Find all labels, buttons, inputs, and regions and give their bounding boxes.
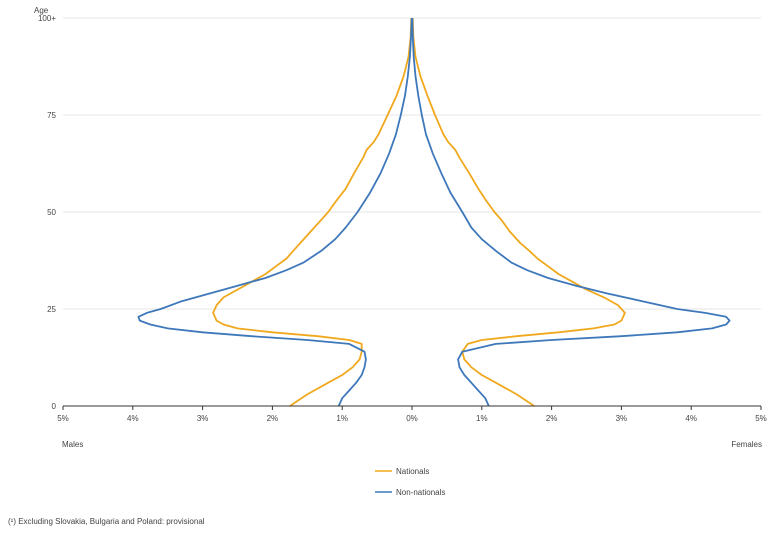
y-axis-title: Age	[34, 6, 49, 15]
x-tick-label: 5%	[755, 414, 767, 423]
males-side-label: Males	[62, 440, 83, 449]
y-tick-label: 0	[52, 402, 57, 411]
y-tick-label: 100+	[38, 14, 56, 23]
legend: Nationals Non-nationals	[375, 467, 445, 497]
series-line-non-nationals-males	[137, 17, 413, 407]
legend-item-non-nationals: Non-nationals	[375, 488, 445, 497]
footnote: (¹) Excluding Slovakia, Bulgaria and Pol…	[8, 517, 205, 526]
legend-item-nationals: Nationals	[375, 467, 429, 476]
legend-label-non-nationals: Non-nationals	[396, 488, 445, 497]
y-tick-label: 75	[47, 111, 56, 120]
grid-layer	[63, 17, 761, 310]
series-line-nationals-males	[212, 17, 413, 407]
x-tick-label: 2%	[267, 414, 279, 423]
series-layer	[137, 17, 731, 407]
x-tick-label: 3%	[616, 414, 628, 423]
series-line-nationals-females	[411, 17, 626, 407]
y-tick-label: 50	[47, 208, 56, 217]
axis-layer: Age Males Females 0 25 50 75 100+ 5% 4% 3% 2% 1% 0…	[34, 6, 767, 449]
legend-label-nationals: Nationals	[396, 467, 429, 476]
x-tick-label: 2%	[546, 414, 558, 423]
x-tick-label: 1%	[336, 414, 348, 423]
x-tick-label: 4%	[127, 414, 139, 423]
y-tick-label: 25	[47, 305, 56, 314]
females-side-label: Females	[731, 440, 762, 449]
x-tick-label: 1%	[476, 414, 488, 423]
x-tick-label: 5%	[57, 414, 69, 423]
series-line-non-nationals-females	[411, 17, 731, 407]
x-tick-label: 3%	[197, 414, 209, 423]
x-tick-label: 0%	[406, 414, 418, 423]
x-tick-label: 4%	[685, 414, 697, 423]
